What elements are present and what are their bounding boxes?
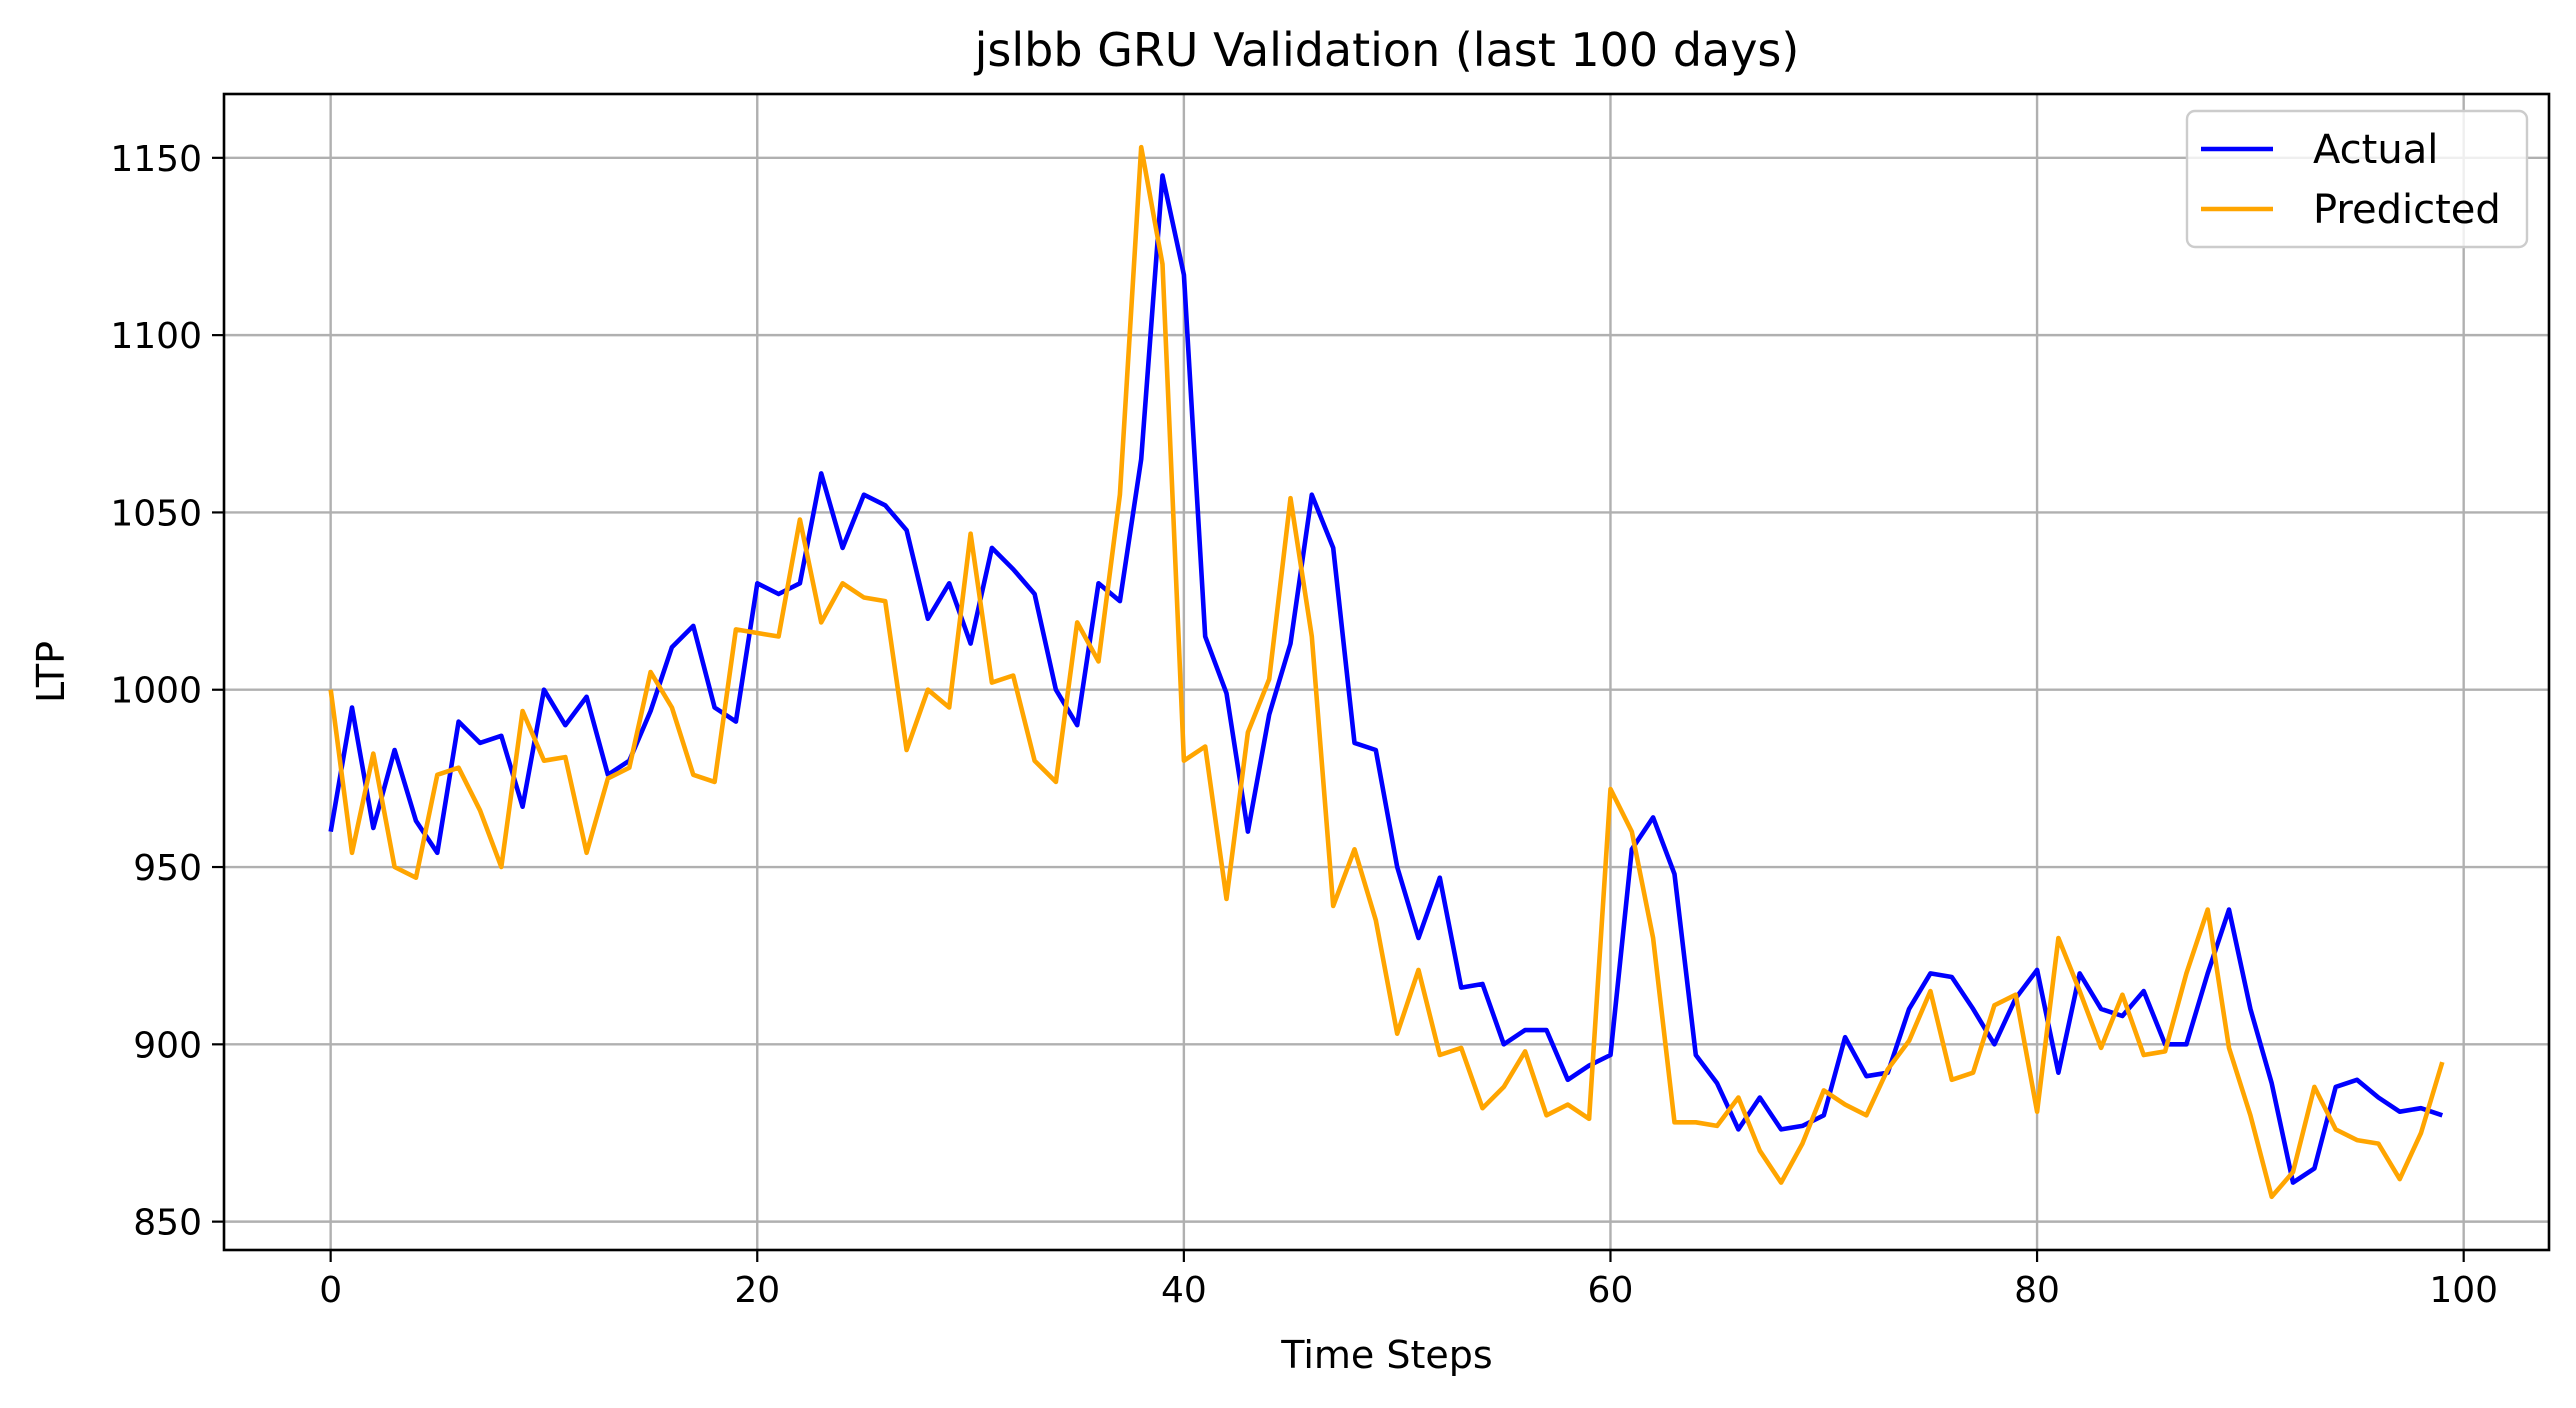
axes-frame — [222, 92, 2551, 1252]
y-tick-label: 950 — [133, 848, 202, 889]
series-line-predicted — [328, 144, 2445, 1200]
x-tick-label: 20 — [734, 1270, 780, 1311]
axis-ticks: 0 20 40 60 80 100 850 900 950 1000 1050 1100 1150 — [110, 139, 2498, 1311]
y-tick-label: 1100 — [110, 316, 202, 357]
x-tick-label: 100 — [2429, 1270, 2498, 1311]
x-axis-label: Time Steps — [1280, 1333, 1492, 1377]
y-axis-label: LTP — [29, 641, 73, 703]
x-tick-label: 40 — [1161, 1270, 1207, 1311]
legend-label-actual: Actual — [2313, 127, 2438, 173]
y-tick-label: 900 — [133, 1025, 202, 1066]
chart-title: jslbb GRU Validation (last 100 days) — [974, 23, 1800, 77]
x-tick-label: 60 — [1588, 1270, 1634, 1311]
y-tick-label: 1050 — [110, 493, 202, 534]
series-lines — [328, 144, 2445, 1200]
legend: Actual Predicted — [2185, 109, 2529, 249]
y-tick-label: 1000 — [110, 671, 202, 712]
series-line-actual — [328, 173, 2444, 1185]
x-tick-label: 80 — [2014, 1270, 2060, 1311]
x-tick-label: 0 — [319, 1270, 342, 1311]
legend-box — [2185, 109, 2529, 249]
y-tick-label: 1150 — [110, 139, 202, 180]
y-tick-label: 850 — [133, 1203, 202, 1244]
legend-label-predicted: Predicted — [2313, 187, 2501, 233]
